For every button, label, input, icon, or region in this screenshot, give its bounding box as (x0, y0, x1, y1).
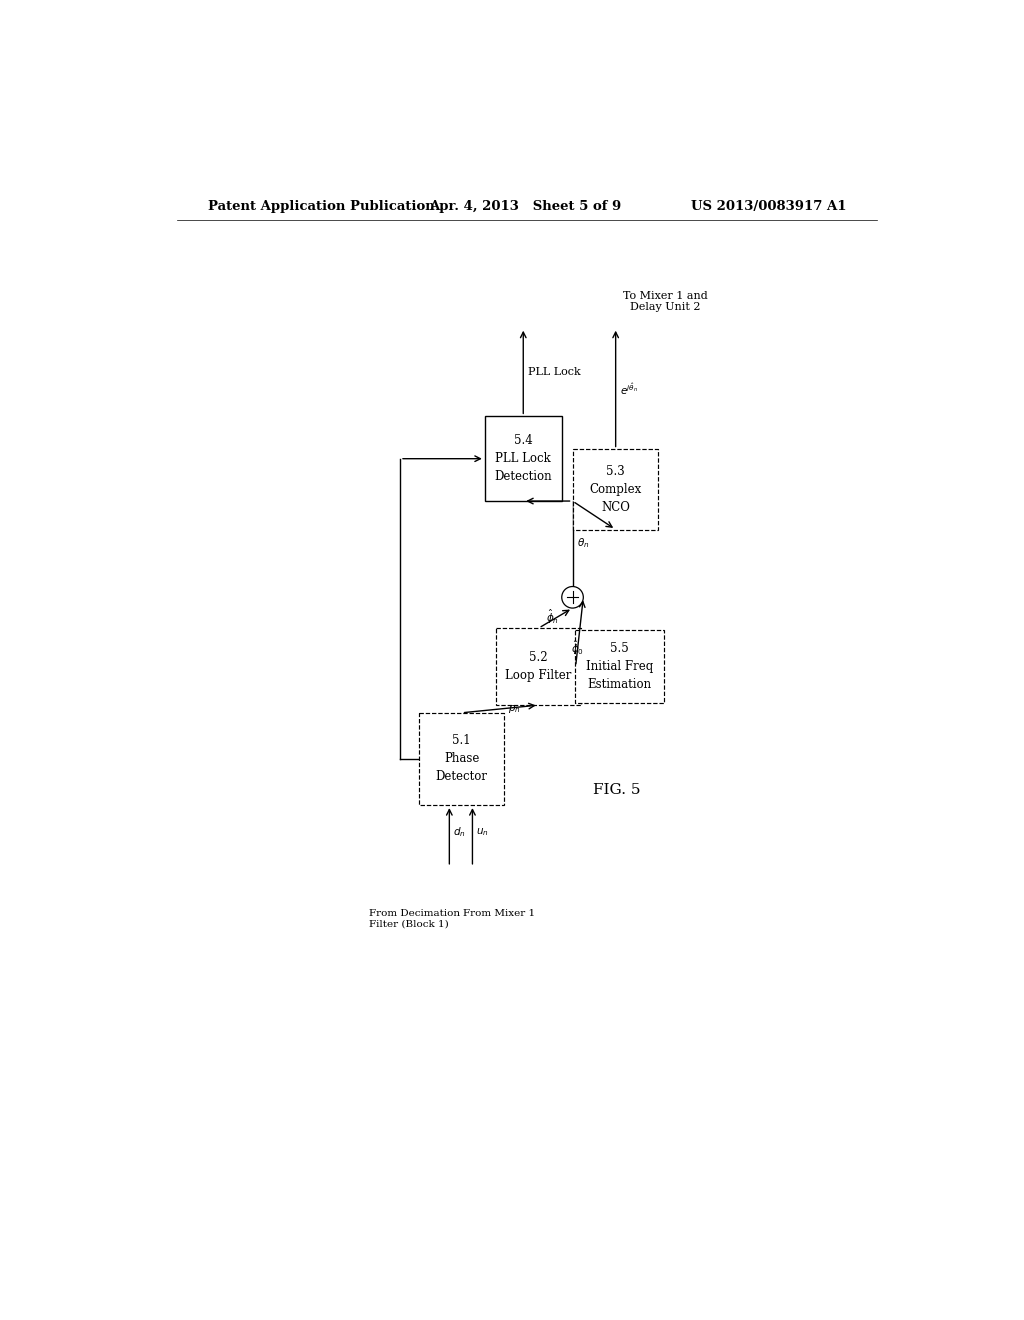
Text: From Mixer 1: From Mixer 1 (463, 909, 536, 919)
Text: To Mixer 1 and
Delay Unit 2: To Mixer 1 and Delay Unit 2 (624, 290, 709, 313)
Bar (419, 713, 504, 805)
Text: $u_n$: $u_n$ (476, 826, 489, 838)
Text: 5.1
Phase
Detector: 5.1 Phase Detector (435, 734, 487, 784)
Text: $\hat{\phi}_n$: $\hat{\phi}_n$ (546, 607, 559, 626)
Text: $d_n$: $d_n$ (454, 825, 466, 840)
Text: $\hat{\phi}_0$: $\hat{\phi}_0$ (571, 639, 585, 657)
Text: FIG. 5: FIG. 5 (593, 783, 640, 797)
Text: Apr. 4, 2013   Sheet 5 of 9: Apr. 4, 2013 Sheet 5 of 9 (429, 199, 621, 213)
Bar (573, 449, 658, 529)
Text: $\theta_n$: $\theta_n$ (578, 536, 590, 550)
Text: From Decimation
Filter (Block 1): From Decimation Filter (Block 1) (370, 909, 461, 928)
Text: 5.2
Loop Filter: 5.2 Loop Filter (506, 651, 571, 682)
Text: $e^{j\hat{\theta}_n}$: $e^{j\hat{\theta}_n}$ (621, 380, 639, 397)
Text: $p_n$: $p_n$ (508, 704, 520, 715)
Bar (484, 416, 562, 502)
Circle shape (562, 586, 584, 609)
Bar (575, 630, 664, 704)
Text: 5.4
PLL Lock
Detection: 5.4 PLL Lock Detection (495, 434, 552, 483)
Text: 5.3
Complex
NCO: 5.3 Complex NCO (590, 465, 642, 513)
Text: 5.5
Initial Freq
Estimation: 5.5 Initial Freq Estimation (586, 642, 653, 692)
Text: PLL Lock: PLL Lock (528, 367, 581, 376)
Bar (497, 628, 581, 705)
Text: Patent Application Publication: Patent Application Publication (208, 199, 434, 213)
Text: US 2013/0083917 A1: US 2013/0083917 A1 (691, 199, 847, 213)
